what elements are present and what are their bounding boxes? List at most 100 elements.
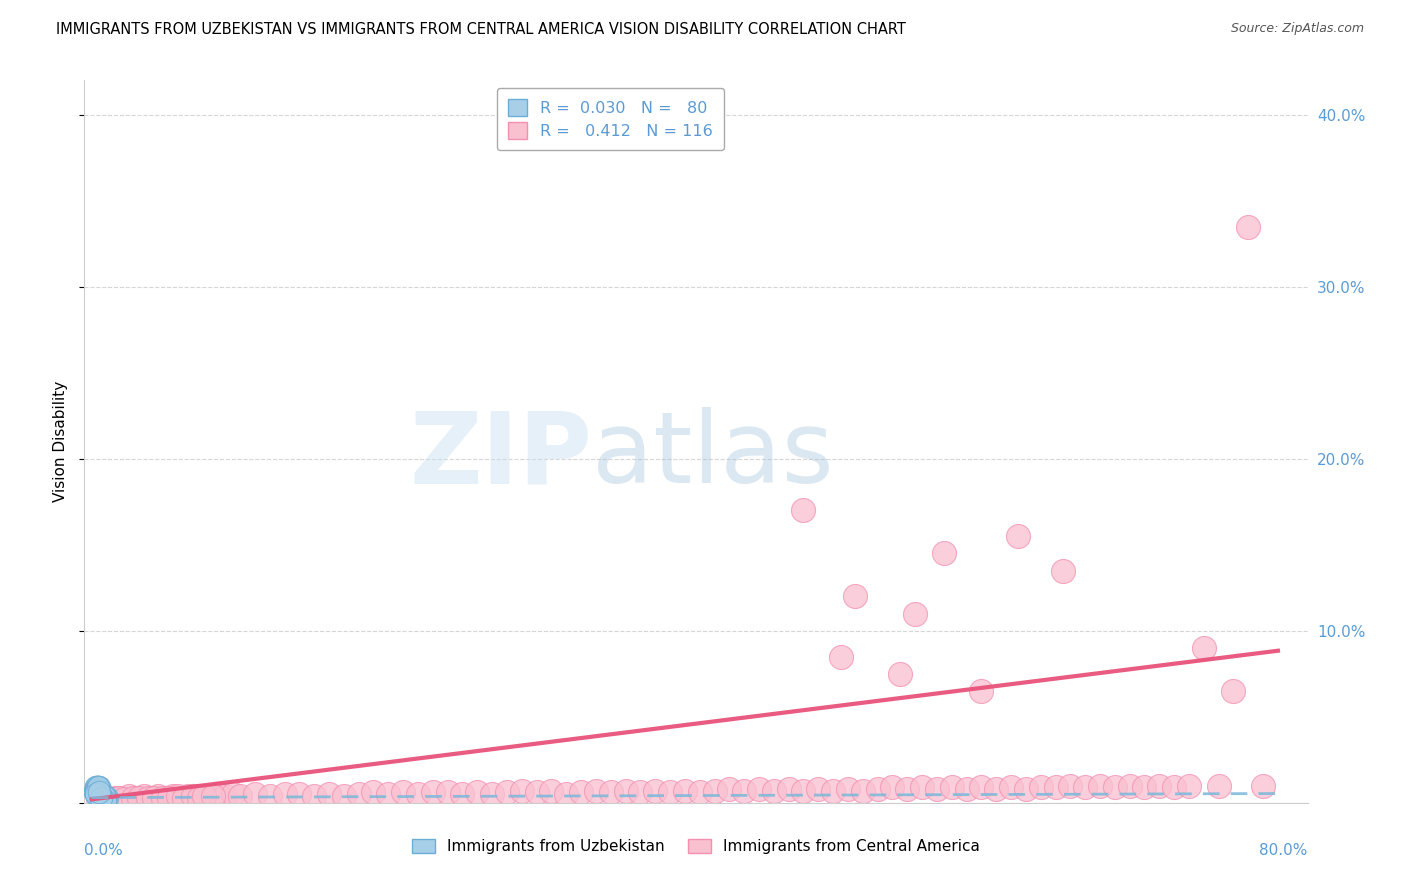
Immigrants from Central America — [628, 785, 651, 799]
Immigrants from Central America — [302, 789, 325, 803]
Immigrants from Central America — [934, 546, 956, 560]
Immigrants from Uzbekistan — [90, 785, 112, 799]
Immigrants from Central America — [986, 782, 1008, 797]
Immigrants from Central America — [112, 792, 135, 806]
Immigrants from Central America — [187, 790, 209, 805]
Immigrants from Uzbekistan — [86, 780, 108, 795]
Immigrants from Central America — [614, 784, 637, 798]
Immigrants from Uzbekistan — [93, 794, 115, 808]
Immigrants from Central America — [103, 792, 125, 806]
Immigrants from Central America — [837, 782, 859, 797]
Immigrants from Uzbekistan — [91, 790, 114, 805]
Immigrants from Uzbekistan — [84, 784, 107, 798]
Immigrants from Central America — [288, 787, 311, 801]
Immigrants from Uzbekistan — [89, 784, 111, 798]
Immigrants from Uzbekistan — [93, 792, 115, 806]
Immigrants from Uzbekistan — [94, 792, 117, 806]
Immigrants from Uzbekistan — [89, 787, 111, 801]
Immigrants from Uzbekistan — [86, 784, 108, 798]
Immigrants from Central America — [844, 590, 866, 604]
Immigrants from Central America — [273, 787, 295, 801]
Immigrants from Uzbekistan — [94, 794, 117, 808]
Immigrants from Central America — [807, 782, 830, 797]
Immigrants from Uzbekistan — [94, 792, 117, 806]
Immigrants from Central America — [152, 790, 174, 805]
Immigrants from Central America — [1237, 219, 1260, 234]
Immigrants from Central America — [852, 784, 875, 798]
Legend: Immigrants from Uzbekistan, Immigrants from Central America: Immigrants from Uzbekistan, Immigrants f… — [406, 832, 986, 860]
Immigrants from Central America — [778, 782, 800, 797]
Immigrants from Central America — [181, 789, 204, 803]
Text: 80.0%: 80.0% — [1260, 843, 1308, 857]
Immigrants from Uzbekistan — [96, 790, 118, 805]
Immigrants from Central America — [170, 790, 193, 805]
Immigrants from Central America — [882, 780, 904, 795]
Immigrants from Central America — [125, 790, 148, 805]
Immigrants from Uzbekistan — [91, 790, 114, 805]
Immigrants from Central America — [177, 789, 200, 803]
Immigrants from Central America — [748, 782, 770, 797]
Immigrants from Central America — [436, 785, 458, 799]
Immigrants from Central America — [162, 789, 184, 803]
Text: atlas: atlas — [592, 408, 834, 505]
Text: 0.0%: 0.0% — [84, 843, 124, 857]
Immigrants from Central America — [93, 790, 115, 805]
Immigrants from Uzbekistan — [83, 784, 105, 798]
Immigrants from Central America — [139, 790, 162, 805]
Immigrants from Uzbekistan — [90, 790, 112, 805]
Immigrants from Uzbekistan — [86, 782, 108, 797]
Immigrants from Central America — [481, 787, 503, 801]
Immigrants from Uzbekistan — [94, 790, 117, 805]
Immigrants from Uzbekistan — [86, 782, 108, 797]
Immigrants from Central America — [96, 792, 118, 806]
Text: ZIP: ZIP — [409, 408, 592, 505]
Immigrants from Central America — [1015, 782, 1038, 797]
Immigrants from Central America — [1059, 779, 1081, 793]
Immigrants from Central America — [1163, 780, 1185, 795]
Immigrants from Uzbekistan — [90, 790, 112, 805]
Immigrants from Uzbekistan — [94, 794, 117, 808]
Immigrants from Central America — [1149, 779, 1171, 793]
Immigrants from Central America — [792, 784, 814, 798]
Immigrants from Central America — [202, 789, 225, 803]
Immigrants from Uzbekistan — [90, 789, 112, 803]
Immigrants from Central America — [540, 784, 562, 798]
Immigrants from Central America — [970, 780, 993, 795]
Immigrants from Uzbekistan — [93, 794, 115, 808]
Immigrants from Central America — [143, 790, 166, 805]
Immigrants from Central America — [896, 782, 918, 797]
Immigrants from Uzbekistan — [90, 789, 112, 803]
Immigrants from Uzbekistan — [91, 790, 114, 805]
Immigrants from Uzbekistan — [89, 782, 111, 797]
Immigrants from Uzbekistan — [90, 787, 112, 801]
Immigrants from Central America — [155, 790, 177, 805]
Immigrants from Uzbekistan — [91, 789, 114, 803]
Immigrants from Central America — [1222, 684, 1244, 698]
Immigrants from Uzbekistan — [86, 782, 108, 797]
Immigrants from Central America — [166, 789, 188, 803]
Immigrants from Uzbekistan — [86, 785, 108, 799]
Immigrants from Uzbekistan — [93, 789, 115, 803]
Immigrants from Uzbekistan — [89, 790, 111, 805]
Immigrants from Uzbekistan — [86, 780, 108, 795]
Immigrants from Central America — [207, 787, 229, 801]
Immigrants from Central America — [107, 790, 129, 805]
Immigrants from Uzbekistan — [94, 794, 117, 808]
Immigrants from Central America — [925, 782, 948, 797]
Immigrants from Central America — [110, 790, 132, 805]
Immigrants from Central America — [1007, 529, 1029, 543]
Immigrants from Uzbekistan — [89, 785, 111, 799]
Immigrants from Central America — [214, 789, 236, 803]
Immigrants from Uzbekistan — [94, 789, 117, 803]
Immigrants from Central America — [377, 787, 399, 801]
Immigrants from Central America — [703, 784, 725, 798]
Immigrants from Uzbekistan — [89, 785, 111, 799]
Immigrants from Uzbekistan — [93, 794, 115, 808]
Immigrants from Central America — [970, 684, 993, 698]
Immigrants from Uzbekistan — [84, 784, 107, 798]
Immigrants from Uzbekistan — [91, 790, 114, 805]
Immigrants from Central America — [866, 782, 889, 797]
Immigrants from Uzbekistan — [91, 792, 114, 806]
Immigrants from Uzbekistan — [89, 785, 111, 799]
Immigrants from Central America — [347, 787, 370, 801]
